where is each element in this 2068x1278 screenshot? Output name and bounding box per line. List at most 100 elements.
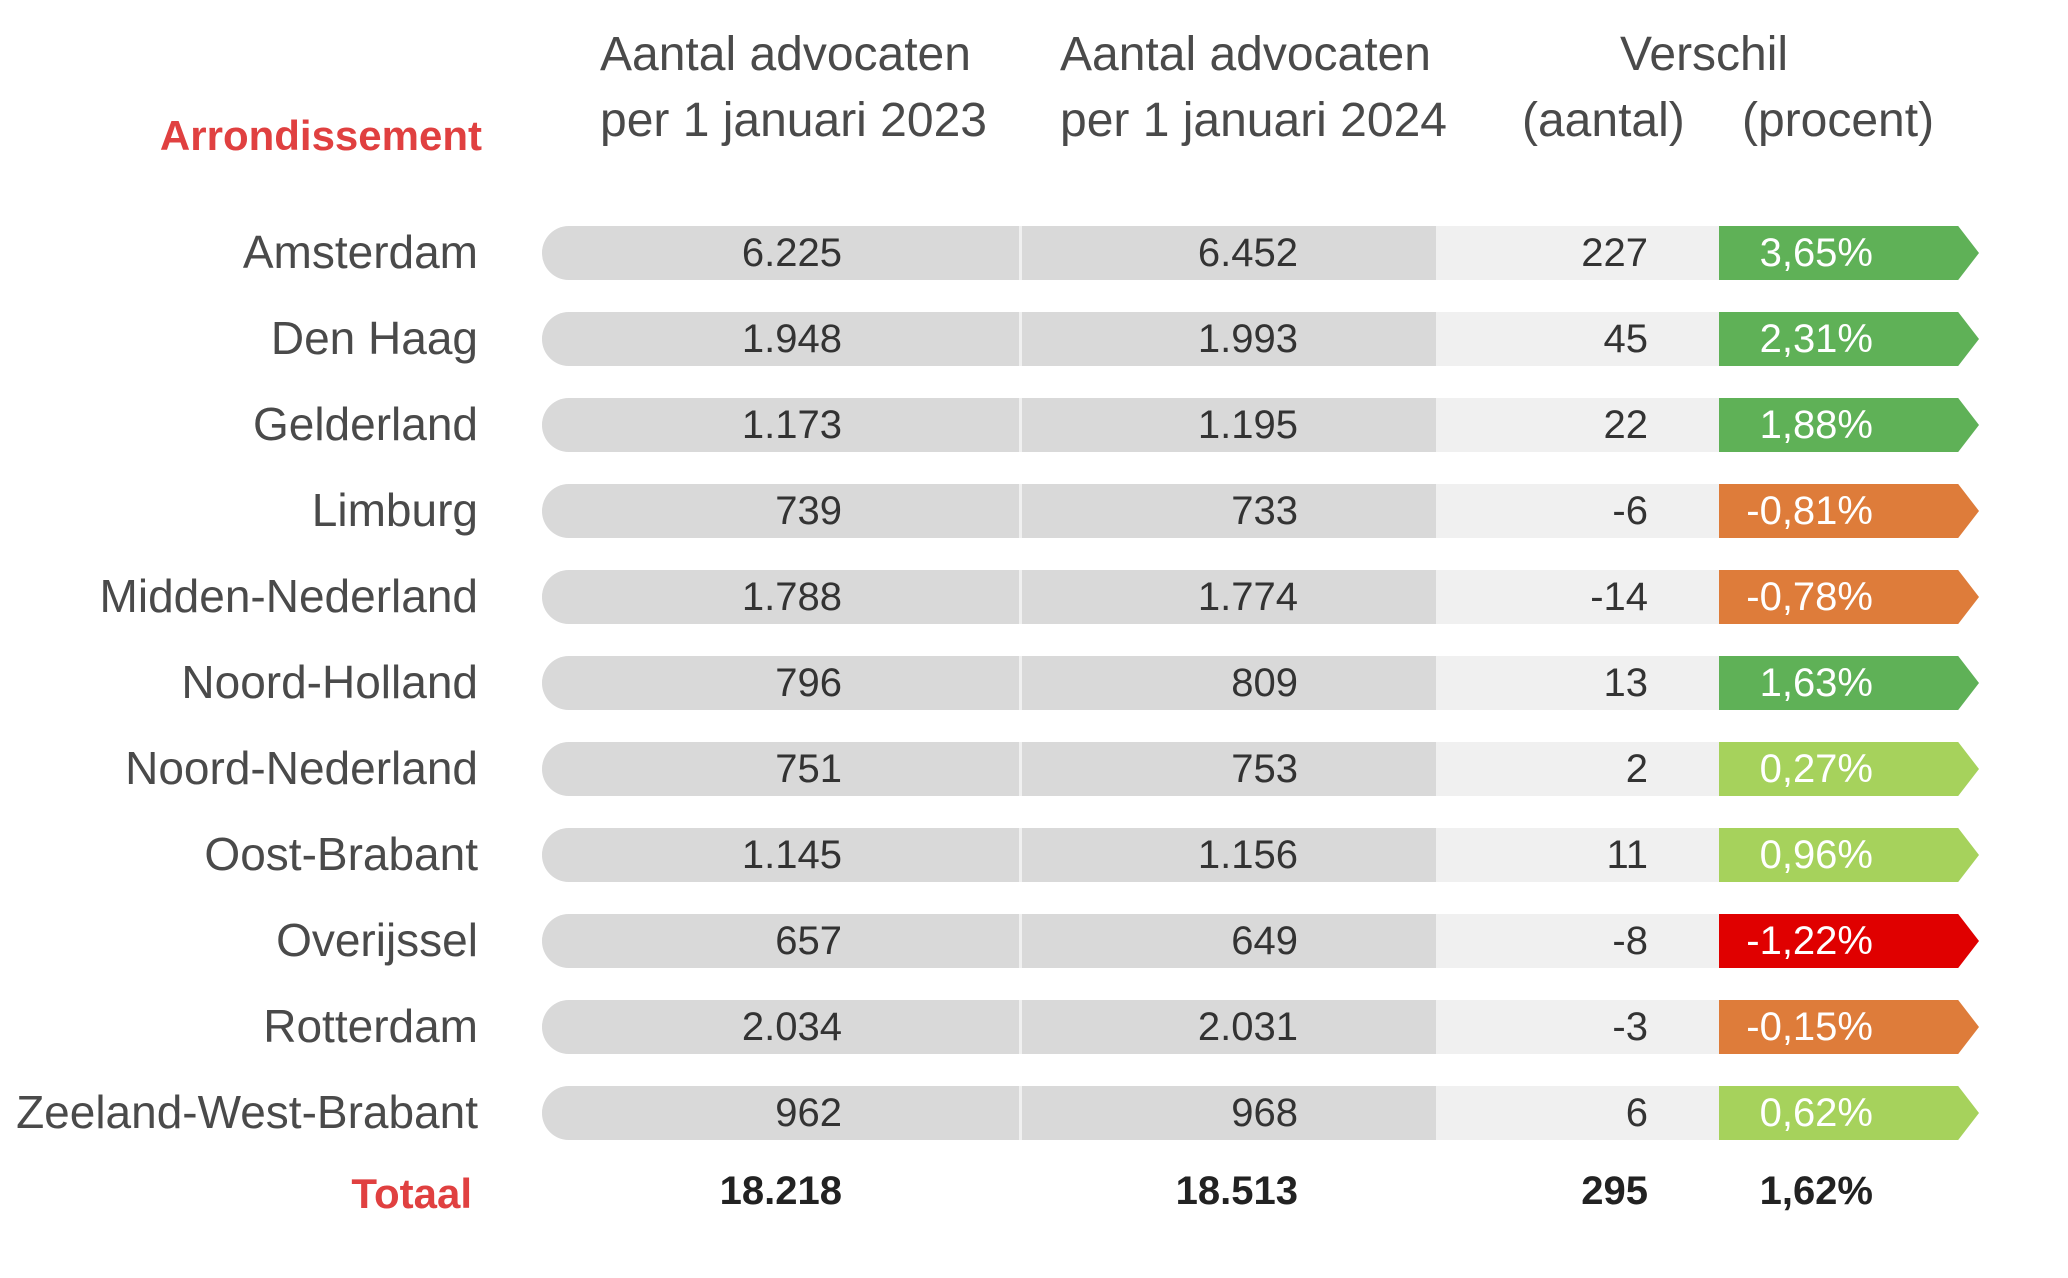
percent-arrow-badge: 0,96% [1719, 828, 1979, 882]
cell-2024: 6.452 [1197, 231, 1298, 275]
row-label: Oost-Brabant [204, 828, 478, 880]
total-pct: 1,62% [1759, 1169, 1873, 1213]
percent-arrow-badge: -1,22% [1719, 914, 1979, 968]
cell-2023: 2.034 [741, 1005, 842, 1049]
cell-2024: 753 [1231, 747, 1298, 791]
row-label: Rotterdam [263, 1000, 478, 1052]
cell-diff: 6 [1625, 1091, 1648, 1135]
row-segment-2023 [542, 1086, 1019, 1140]
cell-2023: 1.788 [741, 575, 842, 619]
percent-value: 1,88% [1759, 403, 1873, 447]
row-segment-2024 [1022, 312, 1436, 366]
percent-arrow-badge: -0,78% [1719, 570, 1979, 624]
percent-value: 0,96% [1759, 833, 1873, 877]
column-header-2023-line2: per 1 januari 2023 [600, 94, 987, 147]
column-header-procent: (procent) [1742, 94, 1935, 147]
row-segment-2023 [542, 656, 1019, 710]
percent-value: 0,27% [1759, 747, 1873, 791]
row-segment-2023 [542, 828, 1019, 882]
cell-diff: 13 [1603, 661, 1649, 705]
cell-2023: 6.225 [741, 231, 842, 275]
total-2023: 18.218 [719, 1169, 842, 1213]
percent-value: -0,15% [1746, 1005, 1873, 1049]
row-label: Den Haag [270, 312, 478, 364]
cell-2024: 2.031 [1197, 1005, 1298, 1049]
cell-2024: 733 [1231, 489, 1298, 533]
row-segment-2024 [1022, 226, 1436, 280]
cell-2024: 1.774 [1197, 575, 1298, 619]
row-segment-2024 [1022, 484, 1436, 538]
cell-2023: 1.173 [741, 403, 842, 447]
total-label: Totaal [351, 1170, 472, 1217]
percent-arrow-badge: 1,88% [1719, 398, 1979, 452]
percent-arrow-badge: 1,63% [1719, 656, 1979, 710]
percent-value: -1,22% [1746, 919, 1873, 963]
percent-arrow-badge: -0,15% [1719, 1000, 1979, 1054]
row-segment-2024 [1022, 1000, 1436, 1054]
cell-2023: 796 [775, 661, 842, 705]
row-label: Zeeland-West-Brabant [16, 1086, 478, 1138]
row-segment-2024 [1022, 914, 1436, 968]
row-segment-2024 [1022, 398, 1436, 452]
cell-2024: 1.156 [1197, 833, 1298, 877]
percent-value: 2,31% [1759, 317, 1873, 361]
percent-arrow-badge: 0,27% [1719, 742, 1979, 796]
cell-diff: 227 [1581, 231, 1648, 275]
row-segment-2024 [1022, 742, 1436, 796]
percent-arrow-badge: 0,62% [1719, 1086, 1979, 1140]
row-label: Gelderland [252, 398, 478, 450]
percent-arrow-badge: 3,65% [1719, 226, 1979, 280]
row-label: Amsterdam [242, 226, 478, 278]
row-segment-2024 [1022, 1086, 1436, 1140]
cell-diff: 2 [1625, 747, 1648, 791]
cell-diff: 22 [1603, 403, 1649, 447]
row-segment-2023 [542, 312, 1019, 366]
row-segment-2024 [1022, 570, 1436, 624]
cell-2023: 962 [775, 1091, 842, 1135]
cell-2024: 1.195 [1197, 403, 1298, 447]
percent-value: -0,78% [1746, 575, 1873, 619]
row-segment-2023 [542, 570, 1019, 624]
column-header-arrondissement: Arrondissement [159, 112, 482, 159]
cell-diff: -6 [1612, 489, 1648, 533]
row-segment-2023 [542, 226, 1019, 280]
row-label: Noord-Holland [181, 656, 478, 708]
cell-diff: -14 [1590, 575, 1648, 619]
row-label: Limburg [311, 484, 478, 536]
cell-diff: -8 [1612, 919, 1648, 963]
percent-value: 3,65% [1759, 231, 1873, 275]
row-segment-2023 [542, 914, 1019, 968]
cell-2023: 1.948 [741, 317, 842, 361]
cell-diff: 45 [1603, 317, 1649, 361]
total-2024: 18.513 [1175, 1169, 1298, 1213]
cell-2024: 649 [1231, 919, 1298, 963]
cell-diff: 11 [1606, 833, 1648, 877]
row-segment-2024 [1022, 828, 1436, 882]
percent-value: 0,62% [1759, 1091, 1873, 1135]
percent-value: 1,63% [1759, 661, 1873, 705]
cell-2023: 751 [775, 747, 842, 791]
row-segment-2023 [542, 398, 1019, 452]
cell-2024: 1.993 [1197, 317, 1298, 361]
cell-2024: 968 [1231, 1091, 1298, 1135]
row-segment-2023 [542, 484, 1019, 538]
total-diff: 295 [1581, 1169, 1648, 1213]
column-header-2023-line1: Aantal advocaten [600, 28, 971, 81]
cell-diff: -3 [1612, 1005, 1648, 1049]
cell-2023: 739 [775, 489, 842, 533]
cell-2023: 657 [775, 919, 842, 963]
row-segment-2023 [542, 742, 1019, 796]
column-header-verschil: Verschil [1620, 28, 1789, 81]
column-header-aantal: (aantal) [1522, 94, 1685, 147]
cell-2024: 809 [1231, 661, 1298, 705]
percent-arrow-badge: 2,31% [1719, 312, 1979, 366]
column-header-2024-line2: per 1 januari 2024 [1060, 94, 1447, 147]
row-label: Overijssel [276, 914, 478, 966]
row-label: Noord-Nederland [125, 742, 478, 794]
row-segment-2024 [1022, 656, 1436, 710]
percent-value: -0,81% [1746, 489, 1873, 533]
cell-2023: 1.145 [741, 833, 842, 877]
row-segment-2023 [542, 1000, 1019, 1054]
column-header-2024-line1: Aantal advocaten [1060, 28, 1431, 81]
percent-arrow-badge: -0,81% [1719, 484, 1979, 538]
